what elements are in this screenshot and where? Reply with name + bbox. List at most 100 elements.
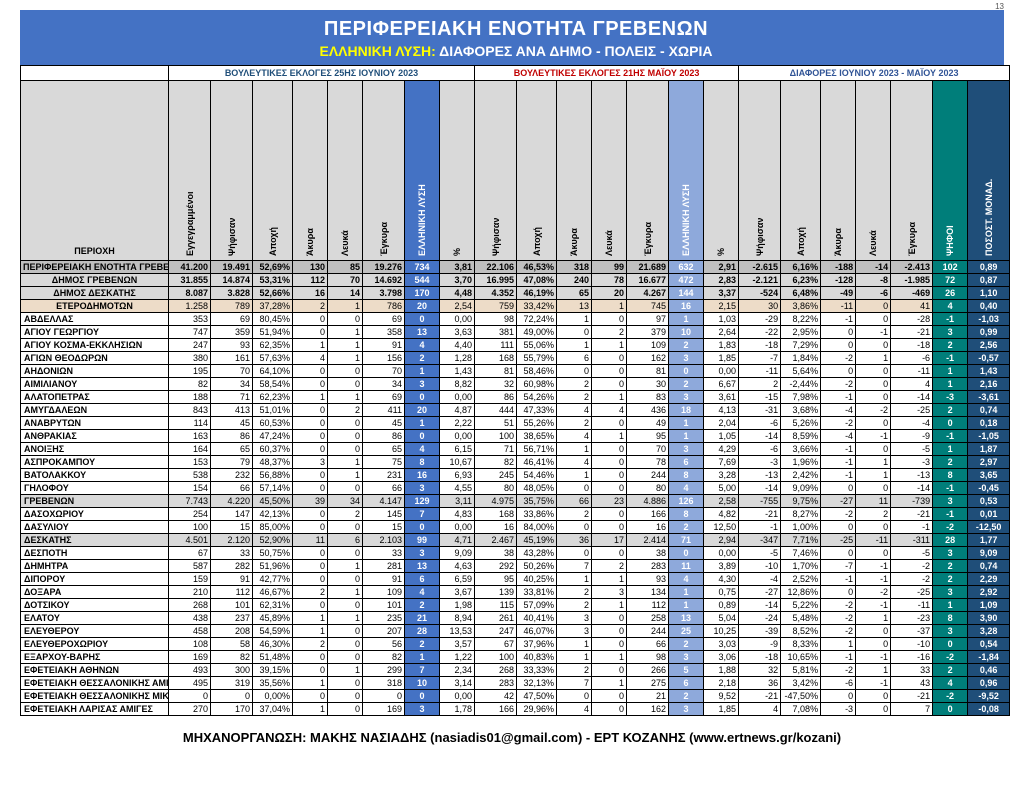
data-table: ΒΟΥΛΕΥΤΙΚΕΣ ΕΚΛΟΓΕΣ 25ΗΣ ΙΟΥΝΙΟΥ 2023 ΒΟ… [20,65,1010,716]
cell: 19.276 [363,261,405,274]
cell: 64,10% [253,365,293,378]
cell: -1 [821,443,856,456]
cell: 1 [328,326,363,339]
page-container: 13 ΠΕΡΙΦΕΡΕΙΑΚΗ ΕΝΟΤΗΤΑ ΓΡΕΒΕΝΩΝ ΕΛΛΗΝΙΚ… [0,0,1024,755]
cell: 2,18 [704,677,739,690]
cell: 1 [293,625,328,638]
cell: 19.491 [211,261,253,274]
cell: 51,48% [253,651,293,664]
cell: 7,46% [781,547,821,560]
cell: 69 [211,313,253,326]
cell: 37,04% [253,703,293,716]
cell: 0 [557,326,592,339]
cell: 2,34 [440,664,475,677]
cell: 0 [592,378,627,391]
cell: 45,89% [253,612,293,625]
cell: 0 [856,482,891,495]
cell: 20 [592,287,627,300]
cell: 58,54% [253,378,293,391]
cell: 300 [211,664,253,677]
cell: 4,48 [440,287,475,300]
cell: 1 [592,677,627,690]
cell: 2 [328,508,363,521]
cell: 42,13% [253,508,293,521]
cell: 134 [627,586,669,599]
cell: 281 [363,560,405,573]
cell: 38 [475,547,517,560]
cell: 0,00 [440,313,475,326]
cell: 2 [933,339,968,352]
cell: 3,67 [440,586,475,599]
cell: 3 [933,586,968,599]
cell: 7.743 [169,495,211,508]
cell: 99 [405,534,440,547]
cell: 91 [363,573,405,586]
cell: 58,46% [517,365,557,378]
cell: 1 [328,560,363,573]
cell: 0 [328,599,363,612]
cell: 0 [592,482,627,495]
cell: 57,14% [253,482,293,495]
cell: 358 [363,326,405,339]
cell: 2,58 [704,495,739,508]
cell: 0,00% [253,690,293,703]
cell: 2 [669,690,704,703]
cell: 0,96 [968,677,1010,690]
cell: -14 [739,599,781,612]
cell: 4,83 [440,508,475,521]
cell: 4 [933,677,968,690]
cell: -21 [891,690,933,703]
cell: 50,26% [517,560,557,573]
cell: 1 [821,638,856,651]
cell: 0 [328,313,363,326]
cell: 270 [169,703,211,716]
cell: 82 [363,651,405,664]
cell: 1,87 [968,443,1010,456]
table-row: ΔΑΣΥΛΙΟΥ1001585,00%001500,001684,00%0016… [21,521,1010,534]
cell: 57,09% [517,599,557,612]
cell: -10 [739,560,781,573]
group-diff: ΔΙΑΦΟΡΕΣ ΙΟΥΝΙΟΥ 2023 - ΜΑΪΟΥ 2023 [739,66,1010,81]
cell: 72,24% [517,313,557,326]
cell: 0 [405,313,440,326]
cell: 1 [557,638,592,651]
cell: 48,05% [517,482,557,495]
cell: 1.258 [169,300,211,313]
cell: 35,56% [253,677,293,690]
cell: 6,16% [781,261,821,274]
cell: 9,52 [704,690,739,703]
cell: 98 [627,651,669,664]
cell: 82 [475,456,517,469]
cell: 3,90 [968,612,1010,625]
cell: 6,23% [781,274,821,287]
cell: 56 [363,638,405,651]
cell: 166 [475,703,517,716]
cell: 16 [293,287,328,300]
cell: -3 [933,391,968,404]
cell: 1,09 [968,599,1010,612]
cell: 240 [557,274,592,287]
cell: 0 [933,638,968,651]
cell: 4 [405,443,440,456]
cell: 266 [627,664,669,677]
cell: 1 [557,651,592,664]
cell: 1,22 [440,651,475,664]
row-name: ΑΛΑΤΟΠΕΤΡΑΣ [21,391,169,404]
cell: 16 [627,521,669,534]
cell: 2,52% [781,573,821,586]
cell: 0 [293,365,328,378]
cell: -4 [891,417,933,430]
cell: 1 [293,677,328,690]
cell: -6 [739,417,781,430]
cell: -1 [856,573,891,586]
cell: -22 [739,326,781,339]
cell: 493 [169,664,211,677]
cell: 0 [821,521,856,534]
cell: 62,31% [253,599,293,612]
cell: 16.677 [627,274,669,287]
cell: 2,42% [781,469,821,482]
cell: 3 [592,586,627,599]
cell: 0 [328,521,363,534]
cell: 4.220 [211,495,253,508]
cell: 1 [592,573,627,586]
